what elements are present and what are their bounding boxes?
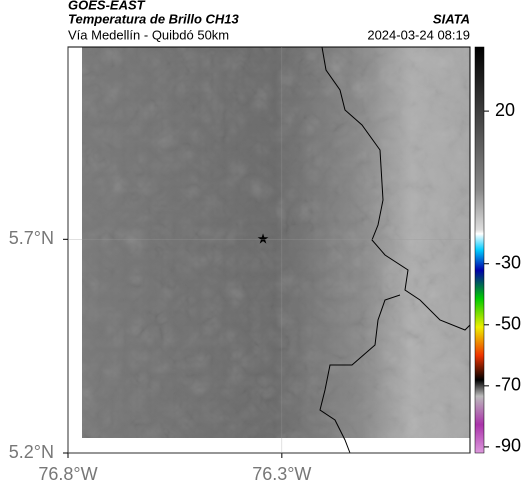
- colorbar-label: -90: [495, 436, 521, 456]
- y-tick-label: 5.2°N: [9, 442, 54, 462]
- timestamp: 2024-03-24 08:19: [367, 27, 470, 42]
- agency: SIATA: [433, 11, 470, 26]
- x-tick-label: 76.8°W: [38, 464, 97, 484]
- y-tick-label: 5.7°N: [9, 228, 54, 248]
- border: [321, 46, 471, 331]
- colorbar-label: -70: [495, 375, 521, 395]
- colorbar-label: 20: [495, 100, 515, 120]
- colorbar-label: -30: [495, 252, 521, 272]
- product: Temperatura de Brillo CH13: [68, 11, 240, 26]
- x-tick-label: 76.3°W: [252, 464, 311, 484]
- image-texture: [82, 47, 470, 438]
- colorbar-label: -50: [495, 314, 521, 334]
- source: GOES-EAST: [68, 0, 146, 12]
- colorbar: [474, 46, 485, 454]
- region: Vía Medellín - Quibdó 50km: [68, 27, 229, 42]
- location-star: ★: [257, 231, 270, 247]
- border: [319, 294, 401, 454]
